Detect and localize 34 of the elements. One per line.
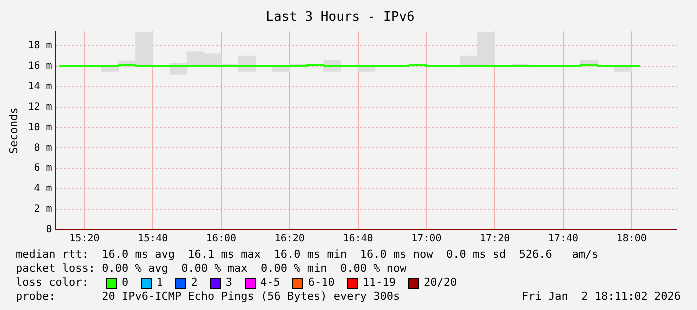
y-tick-label: 18 m [28, 40, 52, 52]
y-tick-label: 0 [46, 224, 52, 236]
x-tick-label: 15:20 [70, 234, 100, 245]
text: 4-5 [260, 276, 280, 290]
x-tick-label: 16:40 [343, 234, 374, 245]
x-tick-label: 16:20 [274, 234, 305, 245]
x-tick-label: 15:40 [138, 234, 168, 245]
y-tick-label: 4 m [34, 184, 52, 195]
x-tick-label: 18:00 [616, 234, 647, 245]
text: 11-19 [362, 276, 396, 290]
y-tick-label: 16 m [28, 60, 52, 72]
text: 1 [156, 276, 164, 290]
y-tick-label: 14 m [28, 81, 52, 92]
text: packet loss: 0.00 % avg 0.00 % max 0.00 % min 0.00 % now [16, 262, 408, 276]
chart-title: Last 3 Hours - IPv6 [266, 10, 415, 26]
y-tick-label: 6 m [34, 163, 52, 174]
text: 2 [191, 276, 198, 290]
text: loss color: [16, 276, 90, 290]
text: probe: 20 IPv6-ICMP Echo Pings (56 Bytes) every 300s [16, 290, 400, 304]
text: 20/20 [424, 276, 458, 290]
text: Fri Jan 2 18:11:02 2026 [522, 290, 681, 304]
x-tick-label: 17:00 [412, 234, 442, 245]
y-axis-title: Seconds [7, 108, 20, 154]
y-tick-label: 10 m [28, 122, 52, 134]
x-tick-label: 17:20 [480, 234, 510, 245]
y-tick-label: 2 m [34, 204, 52, 216]
y-tick-label: 8 m [34, 142, 52, 154]
text: median rtt: 16.0 ms avg 16.1 ms max 16.0 ms min 16.0 ms now 0.0 ms sd 526.6 am/s [16, 248, 600, 262]
text: 6-10 [308, 276, 335, 290]
y-tick-label: 12 m [28, 102, 52, 113]
text: 3 [226, 276, 232, 290]
text: 0 [122, 276, 129, 290]
x-tick-label: 17:40 [548, 234, 579, 245]
x-tick-label: 16:00 [206, 234, 237, 245]
